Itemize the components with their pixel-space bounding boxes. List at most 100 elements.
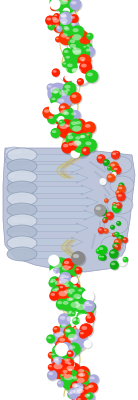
Ellipse shape	[58, 313, 71, 326]
Ellipse shape	[101, 236, 123, 254]
Ellipse shape	[87, 316, 91, 319]
Ellipse shape	[50, 258, 73, 281]
Ellipse shape	[44, 109, 49, 113]
Ellipse shape	[119, 183, 125, 189]
Ellipse shape	[64, 289, 70, 293]
Ellipse shape	[66, 62, 79, 74]
Ellipse shape	[118, 185, 127, 194]
Ellipse shape	[50, 14, 62, 26]
Ellipse shape	[62, 109, 74, 121]
Ellipse shape	[55, 340, 67, 351]
Ellipse shape	[52, 360, 73, 381]
Ellipse shape	[86, 384, 96, 394]
Ellipse shape	[69, 388, 82, 400]
Ellipse shape	[117, 222, 119, 224]
Ellipse shape	[62, 48, 73, 58]
Ellipse shape	[105, 199, 107, 201]
Ellipse shape	[50, 0, 61, 10]
Ellipse shape	[72, 126, 81, 132]
Ellipse shape	[68, 310, 72, 313]
Ellipse shape	[63, 75, 71, 83]
Ellipse shape	[78, 369, 84, 373]
Ellipse shape	[73, 50, 81, 55]
Ellipse shape	[64, 112, 69, 115]
Ellipse shape	[63, 0, 71, 2]
Ellipse shape	[64, 27, 70, 31]
Ellipse shape	[65, 363, 83, 381]
Ellipse shape	[103, 219, 105, 221]
Ellipse shape	[59, 291, 67, 296]
Ellipse shape	[81, 58, 88, 66]
Ellipse shape	[110, 225, 116, 230]
Ellipse shape	[65, 74, 74, 82]
Ellipse shape	[47, 84, 56, 92]
Ellipse shape	[73, 299, 94, 320]
Ellipse shape	[69, 292, 73, 294]
Ellipse shape	[57, 96, 71, 111]
Ellipse shape	[70, 64, 93, 87]
Ellipse shape	[55, 358, 59, 361]
Ellipse shape	[66, 132, 79, 146]
Ellipse shape	[63, 48, 74, 59]
Ellipse shape	[66, 310, 75, 319]
Ellipse shape	[63, 144, 68, 148]
Ellipse shape	[50, 103, 63, 116]
Ellipse shape	[103, 218, 108, 224]
Ellipse shape	[54, 357, 63, 365]
Ellipse shape	[79, 330, 88, 340]
Ellipse shape	[107, 174, 116, 183]
Ellipse shape	[72, 252, 86, 266]
Ellipse shape	[7, 225, 37, 239]
Ellipse shape	[116, 221, 121, 226]
Ellipse shape	[65, 73, 73, 81]
Ellipse shape	[81, 135, 85, 138]
Ellipse shape	[70, 92, 81, 104]
Ellipse shape	[55, 288, 59, 290]
Ellipse shape	[56, 0, 76, 14]
Ellipse shape	[80, 135, 85, 138]
Ellipse shape	[55, 36, 62, 43]
Ellipse shape	[71, 22, 80, 31]
Ellipse shape	[107, 214, 111, 216]
Ellipse shape	[66, 75, 69, 77]
Ellipse shape	[72, 68, 82, 74]
Ellipse shape	[49, 279, 58, 288]
Ellipse shape	[47, 336, 51, 339]
Ellipse shape	[104, 156, 132, 174]
Ellipse shape	[85, 312, 95, 322]
Ellipse shape	[78, 313, 83, 317]
Ellipse shape	[60, 20, 72, 32]
Ellipse shape	[52, 110, 59, 114]
Ellipse shape	[67, 350, 74, 358]
Ellipse shape	[67, 131, 75, 140]
Ellipse shape	[64, 374, 73, 380]
Ellipse shape	[51, 286, 62, 298]
Ellipse shape	[68, 368, 72, 371]
Ellipse shape	[110, 251, 115, 254]
Ellipse shape	[63, 259, 75, 271]
Ellipse shape	[59, 11, 73, 25]
Ellipse shape	[90, 376, 95, 380]
Ellipse shape	[80, 324, 94, 338]
Ellipse shape	[7, 247, 37, 261]
Ellipse shape	[69, 345, 75, 349]
Ellipse shape	[50, 280, 54, 283]
Ellipse shape	[84, 302, 90, 306]
Ellipse shape	[53, 278, 69, 294]
Ellipse shape	[65, 54, 75, 64]
Ellipse shape	[67, 358, 70, 361]
Ellipse shape	[109, 162, 119, 171]
Ellipse shape	[89, 385, 93, 388]
Ellipse shape	[60, 105, 67, 112]
Ellipse shape	[68, 309, 77, 318]
Ellipse shape	[62, 142, 75, 155]
Ellipse shape	[86, 134, 89, 136]
Ellipse shape	[79, 61, 92, 74]
Ellipse shape	[67, 298, 72, 301]
Ellipse shape	[83, 148, 87, 151]
Ellipse shape	[116, 151, 120, 156]
Ellipse shape	[10, 231, 30, 241]
Ellipse shape	[85, 47, 96, 58]
Ellipse shape	[48, 255, 60, 266]
Ellipse shape	[114, 244, 121, 251]
